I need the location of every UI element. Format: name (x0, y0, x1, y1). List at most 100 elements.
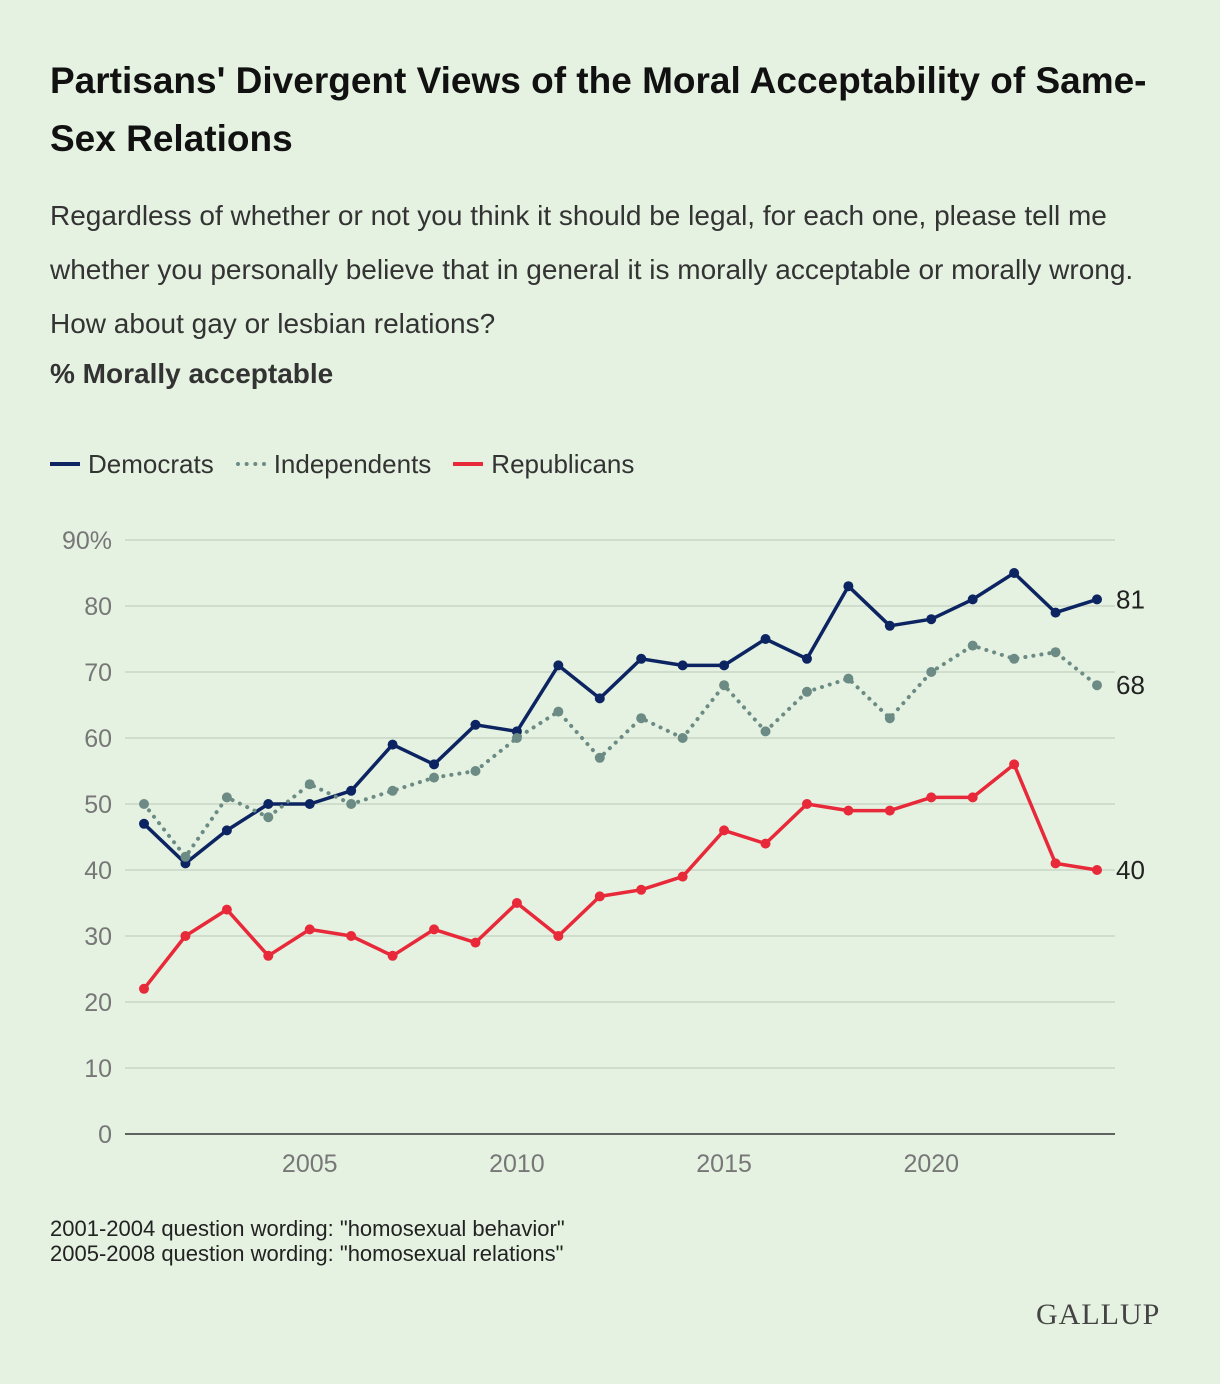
data-point-democrats (221, 825, 232, 836)
y-tick-label: 90% (62, 527, 112, 555)
y-tick-label: 70 (84, 659, 112, 687)
data-point-democrats (553, 660, 564, 671)
data-point-republicans (719, 825, 730, 836)
data-point-democrats (967, 594, 978, 605)
data-point-independents (1009, 653, 1020, 664)
data-point-democrats (677, 660, 688, 671)
data-point-republicans (346, 931, 357, 941)
data-point-democrats (1092, 594, 1102, 605)
series-line-republicans (142, 762, 1099, 991)
y-tick-label: 60 (84, 725, 112, 753)
data-point-independents (967, 640, 978, 651)
chart-subtitle: Regardless of whether or not you think i… (50, 200, 1134, 339)
data-point-republicans (553, 931, 564, 941)
data-point-independents (884, 713, 895, 724)
data-point-republicans (470, 937, 481, 948)
note-line-2: 2005-2008 question wording: "homosexual … (50, 1241, 564, 1266)
data-point-republicans (926, 792, 937, 803)
data-point-independents (594, 752, 605, 763)
data-point-independents (263, 812, 274, 823)
data-point-independents (470, 766, 481, 776)
y-tick-label: 50 (84, 791, 112, 819)
data-point-republicans (387, 950, 398, 961)
x-tick-label: 2020 (903, 1150, 959, 1178)
legend-item-republicans: Republicans (453, 449, 634, 480)
data-point-republicans (1050, 858, 1061, 869)
data-point-republicans (843, 805, 854, 816)
legend-label-independents: Independents (273, 448, 432, 479)
y-tick-label: 20 (84, 989, 112, 1017)
end-label-independents: 68 (1116, 670, 1145, 700)
note-line-1: 2001-2004 question wording: "homosexual … (50, 1216, 565, 1241)
data-point-democrats (470, 719, 481, 730)
data-point-republicans (594, 891, 605, 902)
data-point-republicans (677, 871, 688, 882)
legend-swatch-republicans (453, 462, 484, 466)
data-point-democrats (636, 653, 647, 664)
legend: Democrats Independents Republicans (50, 446, 656, 482)
data-point-democrats (304, 799, 315, 809)
data-point-democrats (387, 739, 398, 750)
data-point-republicans (263, 950, 274, 961)
data-point-republicans (1092, 865, 1102, 875)
legend-item-democrats: Democrats (50, 449, 214, 480)
data-point-independents (926, 667, 937, 677)
data-point-democrats (884, 620, 895, 631)
data-point-independents (760, 726, 771, 737)
data-point-independents (719, 680, 730, 691)
x-tick-label: 2015 (696, 1150, 752, 1178)
data-point-independents (801, 686, 812, 697)
data-point-republicans (180, 931, 191, 941)
x-tick-label: 2010 (489, 1150, 545, 1178)
data-point-democrats (263, 799, 274, 809)
data-point-republicans (801, 799, 812, 809)
data-point-independents (180, 851, 191, 862)
data-point-republicans (760, 838, 771, 849)
end-label-republicans: 40 (1116, 855, 1145, 885)
data-point-independents (304, 779, 315, 790)
y-tick-label: 30 (84, 923, 112, 951)
data-point-independents (387, 785, 398, 796)
end-label-democrats: 81 (1116, 584, 1145, 614)
y-tick-label: 80 (84, 593, 112, 621)
data-point-democrats (843, 581, 854, 592)
data-point-independents (677, 733, 688, 743)
data-point-independents (553, 706, 564, 717)
data-point-democrats (760, 634, 771, 644)
legend-swatch-democrats (50, 462, 80, 466)
legend-label-republicans: Republicans (491, 448, 635, 479)
data-point-democrats (346, 785, 357, 796)
gallup-logo: GALLUP (1036, 1298, 1161, 1331)
data-point-independents (346, 799, 357, 809)
series-line-independents (142, 643, 1099, 859)
legend-label-democrats: Democrats (88, 448, 214, 479)
data-point-independents (221, 792, 232, 803)
data-point-republicans (511, 898, 522, 908)
data-point-independents (636, 713, 647, 724)
data-point-democrats (719, 660, 730, 671)
data-point-republicans (636, 884, 647, 895)
data-point-republicans (304, 924, 315, 935)
data-point-independents (139, 799, 149, 809)
data-point-independents (429, 772, 440, 783)
x-tick-label: 2005 (282, 1150, 338, 1178)
y-tick-label: 0 (98, 1121, 112, 1149)
legend-swatch-independents (235, 462, 266, 466)
data-point-democrats (1050, 607, 1061, 618)
data-point-republicans (139, 983, 149, 994)
data-point-republicans (429, 924, 440, 935)
data-point-independents (511, 733, 522, 743)
data-point-independents (1092, 680, 1102, 691)
chart-notes: 2001-2004 question wording: "homosexual … (50, 1216, 565, 1266)
data-point-democrats (139, 818, 149, 829)
series-line-democrats (142, 571, 1099, 866)
legend-item-independents: Independents (235, 448, 432, 480)
data-point-republicans (884, 805, 895, 816)
measure-label: % Morally acceptable (50, 358, 334, 389)
y-tick-label: 10 (84, 1055, 112, 1083)
y-tick-label: 40 (84, 857, 112, 885)
data-point-democrats (429, 759, 440, 770)
data-point-democrats (594, 693, 605, 704)
data-point-republicans (967, 792, 978, 803)
